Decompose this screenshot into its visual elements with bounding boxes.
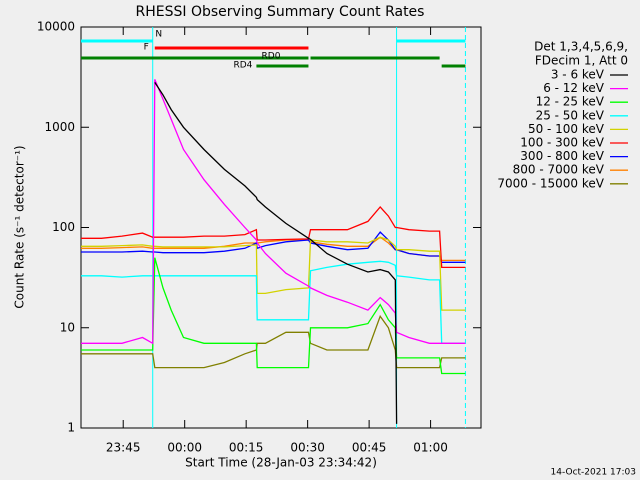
x-tick-label: 23:45 (106, 441, 141, 455)
series-line (81, 79, 466, 345)
x-tick-label: 00:45 (352, 441, 387, 455)
legend-label: 7000 - 15000 keV (497, 176, 604, 190)
series-line (81, 257, 466, 375)
flag-label: N (155, 30, 162, 40)
series-line (154, 82, 398, 424)
legend-label: 6 - 12 keV (543, 81, 605, 95)
y-tick-label: 10 (60, 320, 75, 334)
legend-label: 25 - 50 keV (536, 108, 605, 122)
y-tick-label: 10000 (37, 20, 75, 34)
flag-label: F (144, 43, 149, 53)
legend-title: FDecim 1, Att 0 (535, 54, 628, 68)
chart-title: RHESSI Observing Summary Count Rates (136, 4, 425, 20)
x-axis-label: Start Time (28-Jan-03 23:34:42) (185, 456, 377, 470)
x-tick-label: 01:00 (413, 441, 448, 455)
legend-label: 3 - 6 keV (551, 68, 605, 82)
flag-label: RD0 (262, 52, 281, 62)
series-line (81, 314, 466, 369)
x-tick-label: 00:15 (229, 441, 264, 455)
x-tick-label: 00:30 (290, 441, 325, 455)
footer: 14-Oct-2021 17:03 (551, 468, 636, 478)
series-line (81, 236, 466, 311)
y-axis-label: Count Rate (s⁻¹ detector⁻¹) (13, 145, 27, 308)
series-line (81, 231, 466, 263)
flag-label: RD4 (233, 61, 252, 71)
legend-title: Det 1,3,4,5,6,9, (534, 40, 628, 54)
legend-label: 100 - 300 keV (520, 136, 604, 150)
y-tick-label: 100 (52, 220, 75, 234)
x-tick-label: 00:00 (167, 441, 202, 455)
legend-label: 50 - 100 keV (528, 122, 605, 136)
legend-label: 800 - 7000 keV (513, 163, 605, 177)
y-tick-label: 1000 (44, 120, 75, 134)
series-line (81, 206, 466, 269)
legend-label: 300 - 800 keV (520, 149, 604, 163)
y-tick-label: 1 (67, 421, 75, 435)
legend-label: 12 - 25 keV (536, 95, 605, 109)
